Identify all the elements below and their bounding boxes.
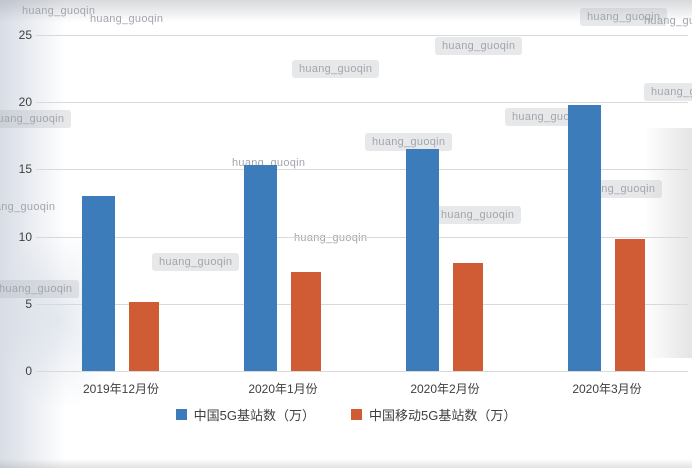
chart-legend: 中国5G基站数（万） 中国移动5G基站数（万） — [0, 405, 692, 424]
gridline — [36, 303, 688, 305]
legend-swatch-icon — [351, 409, 362, 420]
watermark-text: huang_guoqin — [22, 5, 96, 17]
legend-item-series-2: 中国移动5G基站数（万） — [351, 405, 516, 424]
y-axis-tick-label: 15 — [18, 162, 32, 177]
x-axis-category-label: 2020年1月份 — [248, 382, 318, 396]
bar-series-2-group-3 — [453, 263, 483, 371]
legend-item-series-1: 中国5G基站数（万） — [175, 405, 315, 424]
watermark-text: huang_guoqin — [0, 110, 72, 128]
y-axis-tick-label: 5 — [25, 296, 32, 311]
watermark-text: huang_guoqin — [90, 13, 164, 25]
bar-series-1-group-4 — [568, 104, 601, 371]
y-axis-tick-label: 25 — [18, 28, 32, 42]
y-axis-tick-label: 20 — [18, 95, 32, 110]
gridline — [36, 35, 688, 36]
bar-series-1-group-3 — [406, 149, 439, 371]
legend-label: 中国5G基站数（万） — [193, 408, 315, 423]
gridline — [36, 371, 688, 372]
watermark-text: huang_guoqin — [292, 60, 380, 78]
gridline — [36, 236, 688, 238]
watermark-text: huang_guoqin — [0, 280, 80, 298]
watermark-text: huang_guoqin — [580, 8, 668, 26]
watermark-text: huang_guoqin — [434, 206, 522, 224]
watermark-text: huang_guoqin — [644, 83, 692, 101]
gridline — [36, 169, 688, 171]
bar-series-2-group-1 — [129, 302, 159, 371]
bar-series-2-group-4 — [615, 239, 645, 371]
y-axis-tick-label: 10 — [18, 229, 32, 244]
watermark-text: huang_guoqin — [435, 37, 523, 55]
watermark-text: huang_guoqin — [644, 15, 692, 27]
bar-series-2-group-2 — [291, 271, 321, 371]
watermark-text: huang_guoqin — [365, 133, 453, 151]
legend-swatch-icon — [175, 409, 187, 420]
y-axis-tick-label: 0 — [25, 364, 32, 378]
x-axis-category-label: 2020年3月份 — [572, 382, 642, 396]
gridline — [36, 102, 688, 104]
x-axis-category-label: 2019年12月份 — [82, 382, 160, 396]
watermark-text: huang_guoqin — [294, 232, 368, 244]
watermark-text: huang_guoqin — [0, 201, 56, 213]
legend-label: 中国移动5G基站数（万） — [369, 408, 517, 423]
bar-series-1-group-2 — [244, 165, 277, 371]
watermark-text: huang_guoqin — [152, 253, 240, 271]
bar-series-1-group-1 — [82, 196, 115, 371]
x-axis-category-label: 2020年2月份 — [410, 382, 480, 396]
